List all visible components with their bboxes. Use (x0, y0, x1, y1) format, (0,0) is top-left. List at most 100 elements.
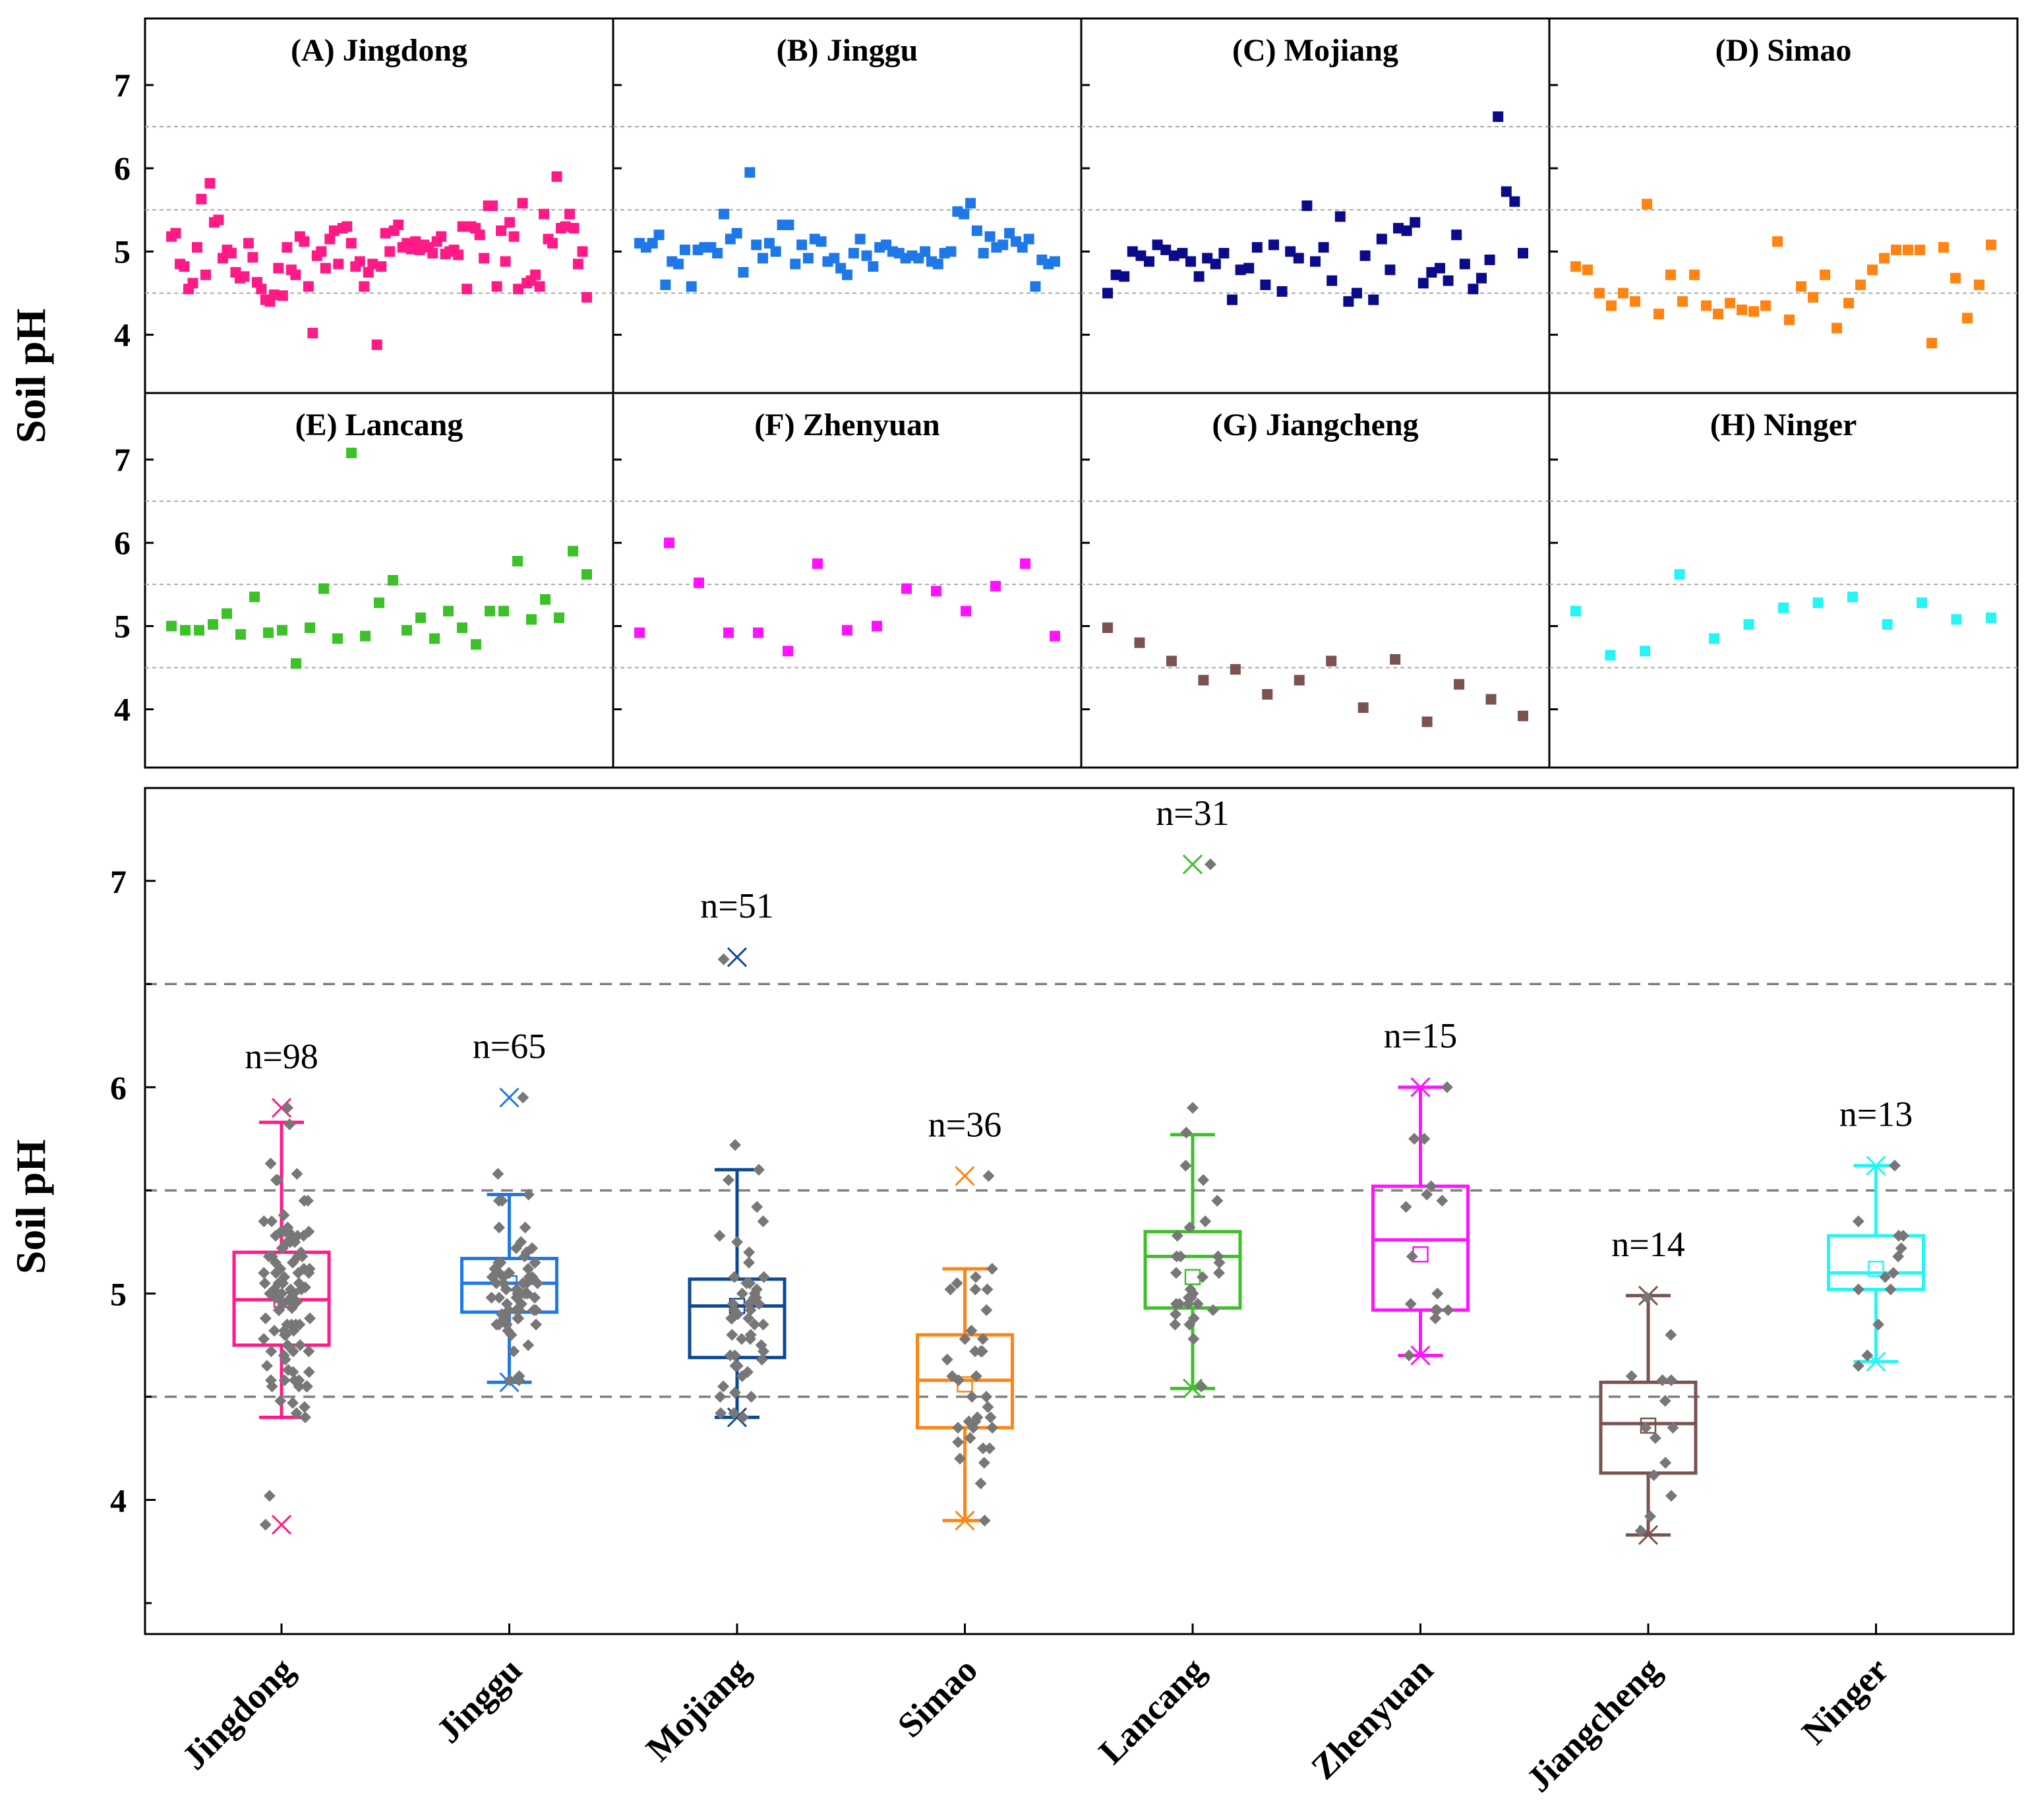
data-point (1326, 275, 1338, 286)
data-point (1168, 250, 1179, 261)
category-label: Jinggu (429, 1650, 529, 1751)
y-tick-label: 7 (110, 863, 127, 900)
data-point (282, 1364, 295, 1376)
data-point (305, 622, 315, 633)
data-point (673, 258, 684, 270)
data-point (1403, 1349, 1415, 1362)
data-point (1832, 322, 1842, 334)
data-point (998, 239, 1009, 251)
data-point (462, 284, 473, 295)
data-point (346, 447, 357, 458)
data-point (487, 200, 498, 211)
data-point (581, 291, 592, 303)
data-point (1102, 288, 1113, 299)
data-point (222, 608, 232, 619)
data-point (1861, 1349, 1874, 1362)
data-point (738, 266, 749, 278)
scatter-panel-e: (E) Lancang (144, 392, 614, 769)
data-point (256, 284, 267, 295)
scatter-panel-grid: 4 5 6 7 4 5 6 7 Soil pH (7, 67, 131, 728)
data-point (1665, 1374, 1677, 1387)
data-point (981, 1283, 994, 1296)
data-point (1778, 602, 1789, 613)
data-point (1050, 256, 1060, 267)
data-point (577, 246, 588, 257)
data-point (530, 269, 541, 280)
data-point (816, 236, 827, 247)
data-point (723, 627, 734, 638)
data-point (1293, 253, 1304, 264)
data-point (1195, 1380, 1208, 1393)
data-point (1260, 279, 1271, 290)
data-point (1184, 1283, 1197, 1296)
data-point (527, 1304, 540, 1316)
data-point (694, 577, 704, 588)
data-point (1748, 306, 1759, 317)
max-marker (727, 947, 748, 967)
data-point (1310, 256, 1321, 267)
data-point (932, 258, 943, 270)
data-point (848, 247, 859, 258)
data-point (959, 208, 970, 220)
data-point (660, 279, 671, 290)
data-point (1659, 1395, 1671, 1407)
data-point (802, 253, 814, 264)
data-point (731, 1308, 744, 1320)
data-point (264, 1157, 277, 1170)
data-point (1887, 1267, 1899, 1279)
data-point (984, 1442, 996, 1455)
data-point (360, 630, 371, 642)
data-point (297, 1230, 310, 1242)
data-point (758, 1271, 770, 1283)
data-point (410, 236, 421, 247)
data-point (287, 1345, 299, 1358)
data-point (1606, 300, 1617, 311)
panel-title: (D) Simao (1715, 33, 1852, 68)
data-point (1127, 246, 1138, 257)
data-point (634, 627, 645, 638)
data-point (653, 229, 665, 241)
data-point (976, 1333, 989, 1345)
data-point (342, 221, 353, 232)
data-point (1484, 255, 1495, 266)
data-point (278, 1374, 291, 1387)
data-point (1847, 592, 1858, 603)
data-point (1185, 1291, 1197, 1304)
data-point (513, 284, 524, 295)
data-point (282, 242, 293, 253)
data-point (492, 1194, 505, 1207)
data-point (1227, 294, 1237, 305)
data-point (982, 1401, 994, 1413)
data-point (529, 1256, 541, 1269)
y-tick-label: 4 (114, 691, 131, 728)
data-point (756, 1353, 768, 1366)
data-point (510, 1242, 522, 1254)
data-point (278, 1209, 290, 1221)
data-point (712, 247, 723, 258)
data-point (307, 328, 318, 339)
data-point (1357, 702, 1369, 713)
panel-frame (612, 392, 1083, 769)
data-point (1713, 309, 1723, 320)
data-point (714, 1391, 727, 1403)
data-point (301, 1194, 314, 1207)
category-label: Lancang (1091, 1650, 1213, 1772)
data-point (268, 289, 280, 301)
data-point (299, 1411, 311, 1424)
data-point (515, 1287, 527, 1300)
data-point (281, 1102, 293, 1114)
data-point (990, 580, 1001, 592)
data-point (519, 1221, 531, 1234)
data-point (187, 278, 198, 289)
data-point (718, 208, 729, 220)
panel-frame (1548, 17, 2019, 394)
data-point (752, 1163, 765, 1176)
data-point (745, 1391, 758, 1403)
data-point (492, 1168, 504, 1180)
data-point (963, 1415, 975, 1428)
box-group-simao: n=36 (916, 1105, 1014, 1531)
box-group-jiangcheng: n=14 (1599, 1225, 1698, 1545)
data-point (291, 658, 301, 669)
data-point (380, 228, 391, 239)
data-point (1640, 646, 1650, 657)
